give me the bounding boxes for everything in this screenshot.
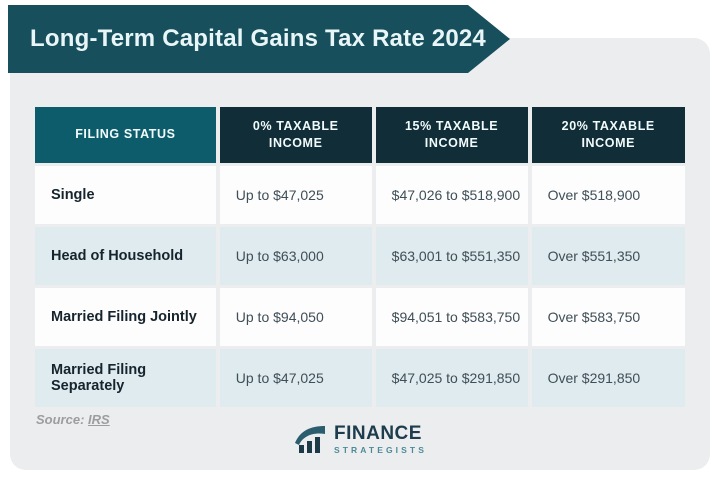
rate-0-cell: Up to $94,050: [219, 288, 372, 346]
rate-15-cell: $47,025 to $291,850: [375, 349, 528, 407]
source-label: Source:: [36, 412, 85, 427]
column-header-0-percent: 0% TAXABLE INCOME: [219, 107, 372, 163]
rate-0-cell: Up to $47,025: [219, 349, 372, 407]
filing-status-cell: Married Filing Separately: [35, 349, 216, 407]
source-note: Source: IRS: [36, 412, 110, 427]
logo-subname: STRATEGISTS: [334, 444, 427, 455]
rate-20-cell: Over $291,850: [531, 349, 685, 407]
rate-20-cell: Over $551,350: [531, 227, 685, 285]
filing-status-cell: Single: [35, 166, 216, 224]
finance-strategists-logo: FINANCE STRATEGISTS: [0, 423, 720, 455]
tax-rate-table: FILING STATUS 0% TAXABLE INCOME 15% TAXA…: [35, 107, 685, 407]
rate-15-cell: $47,026 to $518,900: [375, 166, 528, 224]
source-link[interactable]: IRS: [88, 412, 110, 427]
logo-wordmark: FINANCE STRATEGISTS: [334, 424, 427, 455]
filing-status-cell: Married Filing Jointly: [35, 288, 216, 346]
column-header-filing-status: FILING STATUS: [35, 107, 216, 163]
rate-20-cell: Over $518,900: [531, 166, 685, 224]
logo-name: FINANCE: [334, 422, 422, 444]
column-header-20-percent: 20% TAXABLE INCOME: [531, 107, 685, 163]
page-title: Long-Term Capital Gains Tax Rate 2024: [30, 25, 486, 52]
rate-0-cell: Up to $47,025: [219, 166, 372, 224]
rate-15-cell: $94,051 to $583,750: [375, 288, 528, 346]
rate-20-cell: Over $583,750: [531, 288, 685, 346]
title-banner: Long-Term Capital Gains Tax Rate 2024: [8, 5, 510, 73]
filing-status-cell: Head of Household: [35, 227, 216, 285]
bar-chart-logo-icon: [295, 426, 325, 453]
rate-0-cell: Up to $63,000: [219, 227, 372, 285]
column-header-15-percent: 15% TAXABLE INCOME: [375, 107, 528, 163]
rate-15-cell: $63,001 to $551,350: [375, 227, 528, 285]
